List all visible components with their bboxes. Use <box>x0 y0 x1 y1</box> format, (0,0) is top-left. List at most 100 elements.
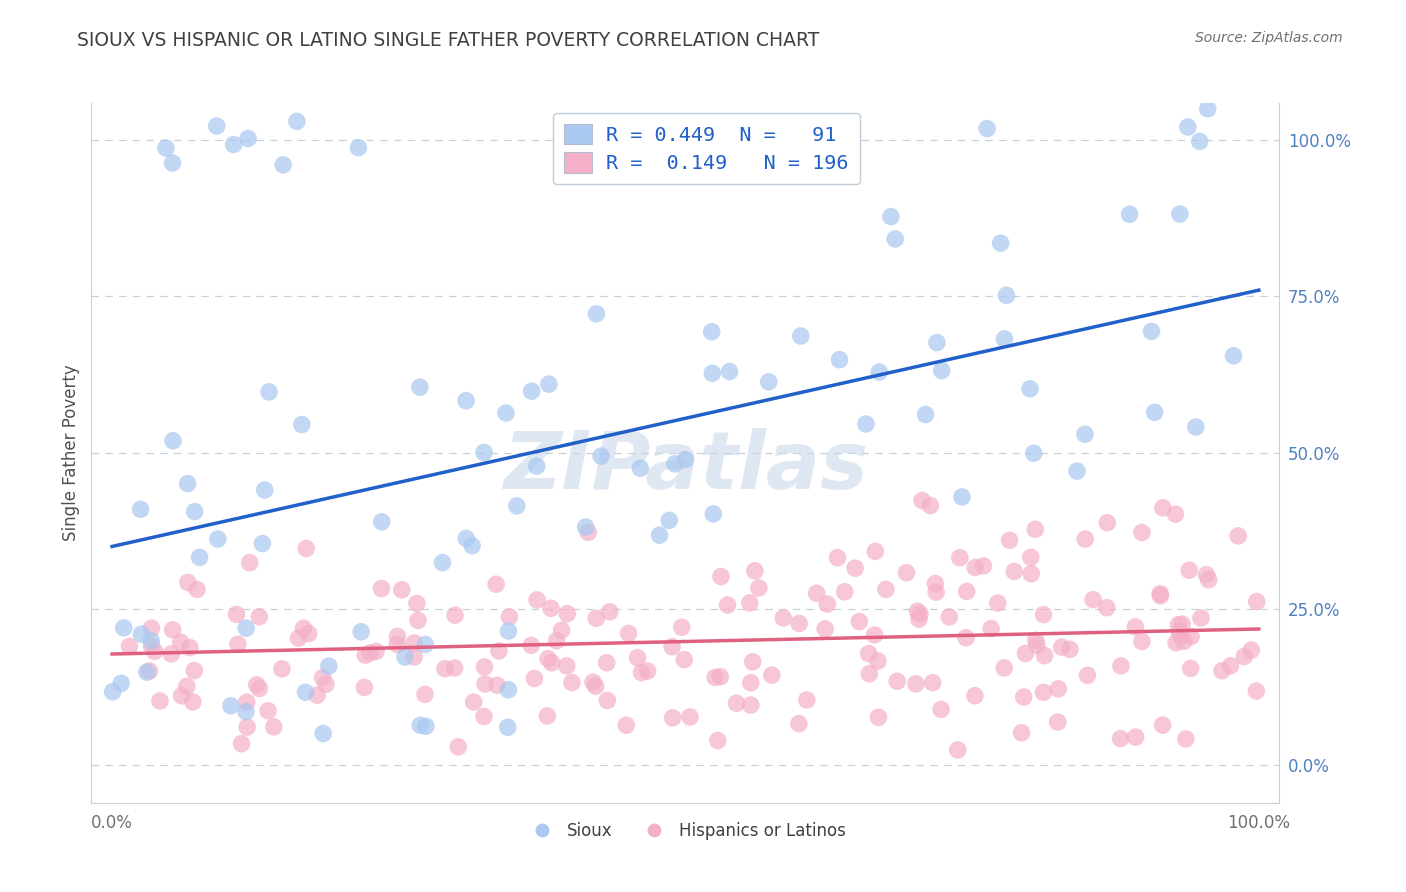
Point <box>181 695 204 709</box>
Point <box>354 648 377 662</box>
Point <box>950 490 973 504</box>
Point <box>537 651 560 665</box>
Point <box>404 636 426 650</box>
Point <box>520 639 543 653</box>
Point <box>827 550 849 565</box>
Text: Source: ZipAtlas.com: Source: ZipAtlas.com <box>1195 31 1343 45</box>
Point <box>1130 634 1153 648</box>
Point <box>506 499 529 513</box>
Point <box>664 457 686 471</box>
Point <box>596 656 619 670</box>
Point <box>222 137 245 152</box>
Point <box>582 675 605 690</box>
Point <box>291 417 314 432</box>
Point <box>179 640 201 655</box>
Point <box>205 119 228 133</box>
Point <box>1149 589 1171 603</box>
Point <box>1066 464 1088 478</box>
Point <box>1173 634 1195 648</box>
Point <box>359 646 381 660</box>
Point <box>225 607 247 622</box>
Point <box>263 720 285 734</box>
Point <box>740 675 762 690</box>
Point <box>170 689 193 703</box>
Point <box>787 716 810 731</box>
Point <box>1032 607 1054 622</box>
Point <box>949 550 972 565</box>
Point <box>149 694 172 708</box>
Point <box>219 698 242 713</box>
Point <box>294 685 316 699</box>
Point <box>718 364 741 378</box>
Point <box>141 633 163 648</box>
Point <box>432 556 454 570</box>
Point <box>141 639 163 653</box>
Point <box>176 679 198 693</box>
Point <box>904 677 927 691</box>
Point <box>848 615 870 629</box>
Point <box>488 644 510 658</box>
Point <box>886 674 908 689</box>
Point <box>246 678 269 692</box>
Point <box>118 640 141 654</box>
Point <box>740 698 762 712</box>
Point <box>176 476 198 491</box>
Point <box>537 377 560 392</box>
Point <box>1125 730 1147 744</box>
Point <box>931 363 953 377</box>
Point <box>880 210 903 224</box>
Point <box>1152 500 1174 515</box>
Point <box>585 611 607 625</box>
Point <box>444 608 467 623</box>
Text: SIOUX VS HISPANIC OR LATINO SINGLE FATHER POVERTY CORRELATION CHART: SIOUX VS HISPANIC OR LATINO SINGLE FATHE… <box>77 31 820 50</box>
Point <box>679 710 702 724</box>
Point <box>1025 638 1047 652</box>
Point <box>135 665 157 680</box>
Point <box>1143 405 1166 419</box>
Point <box>1168 207 1191 221</box>
Point <box>498 610 520 624</box>
Point <box>235 705 257 719</box>
Point <box>253 483 276 497</box>
Point <box>585 679 607 693</box>
Point <box>844 561 866 575</box>
Point <box>1240 643 1263 657</box>
Point <box>177 575 200 590</box>
Point <box>704 670 727 684</box>
Point <box>247 681 270 696</box>
Point <box>415 638 437 652</box>
Point <box>866 654 889 668</box>
Point <box>596 693 619 707</box>
Point <box>498 624 520 638</box>
Point <box>252 536 274 550</box>
Point <box>1174 731 1197 746</box>
Legend: Sioux, Hispanics or Latinos: Sioux, Hispanics or Latinos <box>519 815 852 847</box>
Point <box>858 647 880 661</box>
Point <box>406 596 429 610</box>
Point <box>1149 587 1171 601</box>
Point <box>868 710 890 724</box>
Point <box>1024 522 1046 536</box>
Point <box>131 627 153 641</box>
Point <box>370 515 392 529</box>
Point <box>896 566 918 580</box>
Point <box>472 709 495 723</box>
Point <box>1118 207 1140 221</box>
Point <box>707 733 730 747</box>
Point <box>716 598 738 612</box>
Point <box>526 593 548 607</box>
Point <box>576 525 599 540</box>
Point <box>658 513 681 527</box>
Point <box>141 621 163 635</box>
Point <box>433 662 456 676</box>
Point <box>1002 565 1025 579</box>
Point <box>555 607 578 621</box>
Point <box>1050 640 1073 655</box>
Point <box>1211 664 1233 678</box>
Point <box>702 507 724 521</box>
Point <box>806 586 828 600</box>
Point <box>463 695 485 709</box>
Point <box>1046 714 1069 729</box>
Point <box>599 605 621 619</box>
Point <box>965 560 987 574</box>
